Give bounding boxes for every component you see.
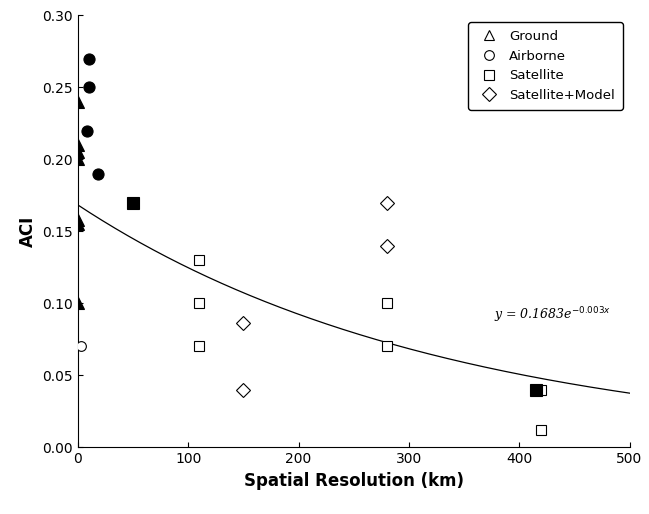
Y-axis label: ACI: ACI	[19, 216, 37, 247]
X-axis label: Spatial Resolution (km): Spatial Resolution (km)	[244, 472, 463, 490]
Legend: Ground, Airborne, Satellite, Satellite+Model: Ground, Airborne, Satellite, Satellite+M…	[469, 22, 623, 109]
Text: y = 0.1683e$^{-0.003x}$: y = 0.1683e$^{-0.003x}$	[494, 305, 611, 324]
